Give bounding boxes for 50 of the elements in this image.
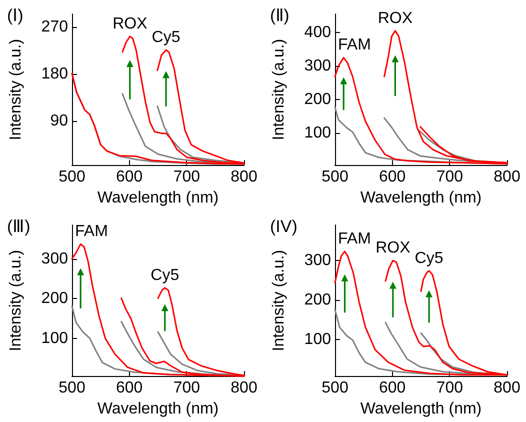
chart-title: (Ⅰ)	[7, 6, 24, 25]
y-tick-label: 100	[41, 330, 68, 347]
x-tick-label: 700	[436, 168, 464, 186]
x-tick-label: 500	[322, 380, 348, 397]
x-tick-label: 600	[378, 380, 406, 397]
y-tick-label: 180	[41, 65, 68, 82]
x-axis-title: Wavelength (nm)	[360, 400, 482, 418]
chart-title: (IV)	[270, 217, 298, 236]
y-tick-label: 400	[304, 24, 332, 41]
chart-title: (Ⅱ)	[270, 6, 290, 25]
series-label: ROX	[378, 10, 413, 27]
y-tick-label: 300	[304, 58, 332, 75]
x-tick-label: 700	[436, 380, 464, 397]
y-tick-label: 300	[41, 250, 68, 268]
x-tick-label: 600	[116, 380, 143, 397]
chart-title: (Ⅲ)	[7, 217, 30, 236]
series-label: FAM	[338, 36, 371, 54]
y-axis-title: Intensity (a.u.)	[270, 250, 288, 352]
series-label: Cy5	[150, 266, 180, 284]
y-tick-label: 100	[304, 124, 332, 142]
x-axis-title: Wavelength (nm)	[97, 400, 219, 418]
x-tick-label: 800	[494, 380, 520, 397]
y-tick-label: 270	[41, 18, 68, 36]
x-tick-label: 800	[230, 380, 258, 397]
series-label: Cy5	[152, 28, 180, 46]
y-tick-label: 100	[304, 330, 332, 348]
series-label: ROX	[112, 15, 148, 32]
x-tick-label: 700	[173, 380, 200, 397]
series-label: FAM	[75, 223, 108, 240]
x-tick-label: 800	[494, 168, 520, 186]
x-axis-title: Wavelength (nm)	[97, 190, 219, 206]
x-tick-label: 500	[322, 168, 348, 186]
series-label: FAM	[338, 230, 371, 248]
x-tick-label: 800	[230, 168, 258, 186]
y-tick-label: 200	[304, 91, 332, 108]
y-tick-label: 300	[304, 252, 332, 270]
y-tick-label: 90	[50, 112, 68, 130]
x-tick-label: 600	[116, 168, 143, 186]
x-tick-label: 500	[58, 380, 86, 397]
x-tick-label: 700	[173, 168, 200, 186]
x-tick-label: 600	[378, 168, 406, 186]
series-label: ROX	[376, 240, 411, 257]
y-axis-title: Intensity (a.u.)	[8, 38, 24, 140]
y-axis-title: Intensity (a.u.)	[8, 250, 24, 352]
y-axis-title: Intensity (a.u.)	[270, 38, 288, 140]
series-label: Cy5	[414, 250, 444, 267]
y-tick-label: 200	[41, 290, 68, 308]
x-axis-title: Wavelength (nm)	[360, 190, 482, 206]
x-tick-label: 500	[58, 168, 86, 186]
y-tick-label: 200	[304, 291, 332, 308]
